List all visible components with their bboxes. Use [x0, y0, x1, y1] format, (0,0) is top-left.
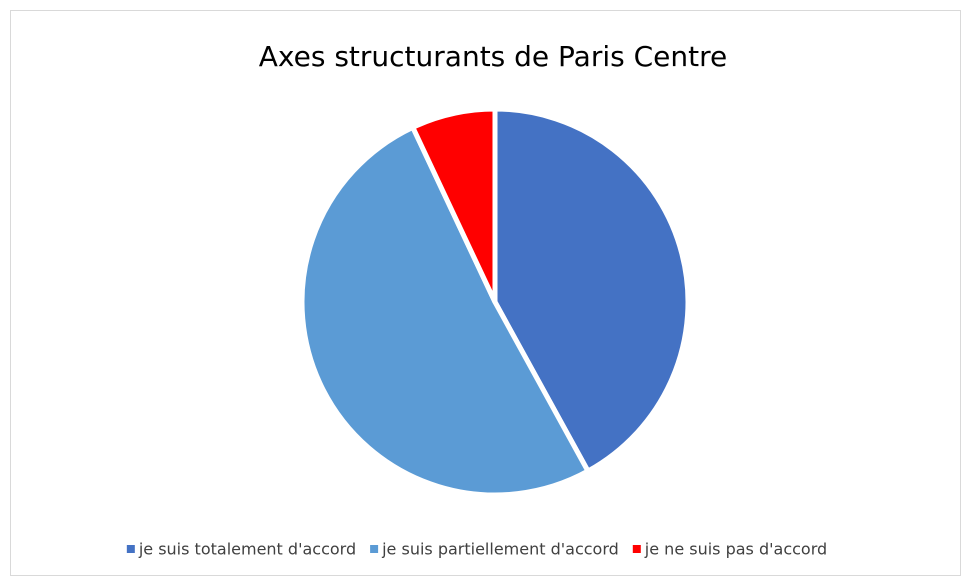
legend-swatch [126, 545, 135, 553]
pie-slice [492, 106, 691, 475]
legend-label: je ne suis pas d'accord [644, 540, 827, 559]
legend-label: je suis totalement d'accord [138, 540, 356, 559]
legend-swatch [370, 545, 379, 553]
pie-slice [299, 124, 592, 498]
pie-slice [409, 106, 498, 304]
legend-label: je suis partiellement d'accord [381, 540, 619, 559]
legend-swatch [632, 545, 641, 553]
chart-title: Axes structurants de Paris Centre [259, 40, 728, 73]
